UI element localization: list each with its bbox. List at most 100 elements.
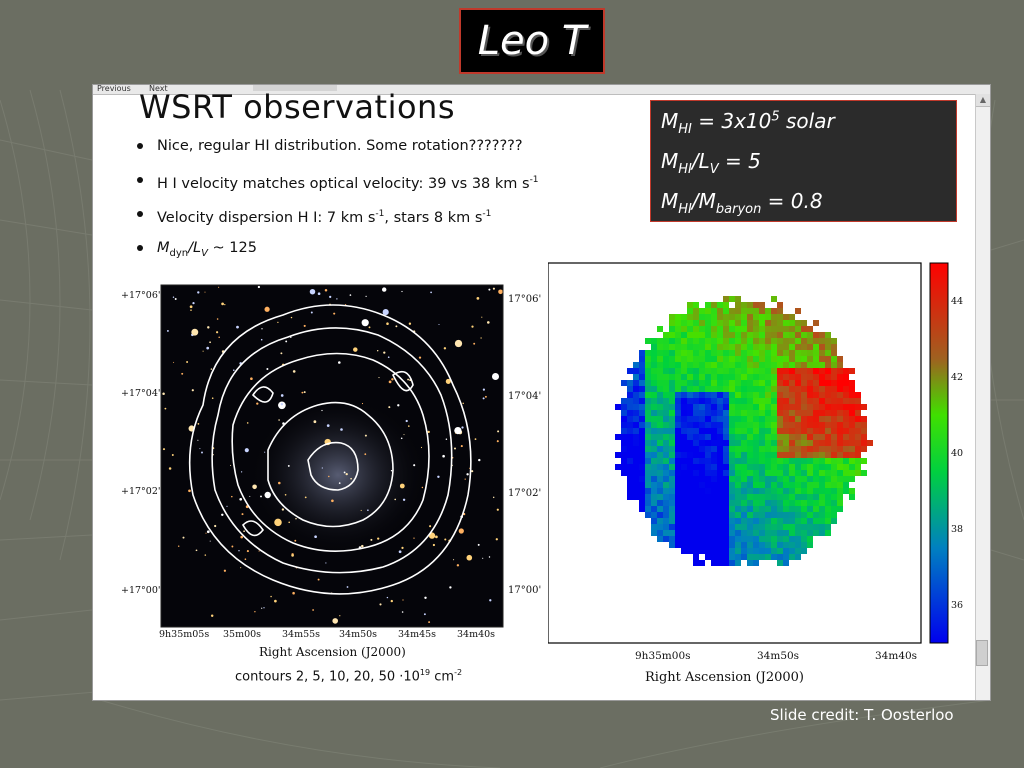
velocity-cell — [681, 374, 687, 380]
star — [408, 425, 410, 427]
scroll-up-arrow-icon[interactable]: ▲ — [976, 94, 990, 107]
velocity-cell — [819, 524, 825, 530]
velocity-cell — [837, 398, 843, 404]
velocity-cell — [819, 518, 825, 524]
velocity-cell — [813, 368, 819, 374]
vertical-scrollbar[interactable] — [975, 94, 990, 700]
toolbar-field[interactable] — [253, 85, 337, 91]
velocity-cell — [693, 512, 699, 518]
velocity-cell — [627, 368, 633, 374]
velocity-cell — [627, 452, 633, 458]
velocity-cell — [621, 422, 627, 428]
velocity-cell — [801, 410, 807, 416]
velocity-cell — [765, 344, 771, 350]
velocity-cell — [693, 464, 699, 470]
velocity-cell — [705, 404, 711, 410]
velocity-cell — [717, 368, 723, 374]
velocity-cell — [675, 398, 681, 404]
scroll-thumb[interactable] — [976, 640, 988, 666]
velocity-cell — [729, 410, 735, 416]
velocity-cell — [837, 356, 843, 362]
velocity-cell — [711, 554, 717, 560]
velocity-cell — [801, 482, 807, 488]
velocity-cell — [663, 332, 669, 338]
velocity-cell — [849, 470, 855, 476]
velocity-cell — [735, 410, 741, 416]
velocity-cell — [807, 374, 813, 380]
velocity-cell — [651, 428, 657, 434]
velocity-cell — [639, 464, 645, 470]
velocity-cell — [831, 470, 837, 476]
velocity-cell — [693, 524, 699, 530]
velocity-cell — [687, 386, 693, 392]
velocity-cell — [627, 482, 633, 488]
velocity-cell — [735, 560, 741, 566]
velocity-cell — [759, 488, 765, 494]
velocity-cell — [753, 500, 759, 506]
velocity-cell — [723, 422, 729, 428]
velocity-cell — [639, 386, 645, 392]
velocity-cell — [795, 536, 801, 542]
slide-credit: Slide credit: T. Oosterloo — [770, 706, 954, 724]
velocity-cell — [789, 338, 795, 344]
velocity-cell — [801, 494, 807, 500]
velocity-cell — [813, 488, 819, 494]
velocity-cell — [633, 428, 639, 434]
velocity-cell — [681, 452, 687, 458]
velocity-cell — [795, 440, 801, 446]
velocity-cell — [753, 416, 759, 422]
star — [317, 578, 320, 581]
velocity-cell — [675, 356, 681, 362]
velocity-cell — [765, 458, 771, 464]
velocity-cell — [639, 440, 645, 446]
velocity-cell — [777, 392, 783, 398]
velocity-cell — [807, 536, 813, 542]
velocity-cell — [645, 422, 651, 428]
velocity-cell — [861, 404, 867, 410]
next-button[interactable]: Next — [149, 84, 168, 93]
velocity-cell — [843, 380, 849, 386]
velocity-cell — [693, 428, 699, 434]
velocity-cell — [747, 338, 753, 344]
velocity-cell — [639, 410, 645, 416]
velocity-cell — [633, 434, 639, 440]
velocity-cell — [765, 320, 771, 326]
velocity-cell — [639, 458, 645, 464]
velocity-cell — [861, 470, 867, 476]
velocity-cell — [729, 350, 735, 356]
star — [244, 448, 249, 453]
velocity-cell — [837, 434, 843, 440]
velocity-cell — [765, 494, 771, 500]
velocity-cell — [651, 374, 657, 380]
velocity-cell — [753, 386, 759, 392]
velocity-cell — [807, 488, 813, 494]
star — [186, 361, 189, 363]
velocity-cell — [705, 440, 711, 446]
velocity-cell — [663, 482, 669, 488]
velocity-cell — [699, 404, 705, 410]
velocity-cell — [747, 536, 753, 542]
velocity-cell — [723, 536, 729, 542]
star — [231, 495, 233, 498]
velocity-cell — [783, 506, 789, 512]
velocity-cell — [639, 488, 645, 494]
velocity-cell — [687, 380, 693, 386]
velocity-cell — [741, 440, 747, 446]
velocity-cell — [717, 398, 723, 404]
right-ra-tick: 34m40s — [875, 650, 918, 662]
velocity-cell — [681, 422, 687, 428]
velocity-cell — [807, 506, 813, 512]
velocity-cell — [735, 422, 741, 428]
right-dec-tick: 17°06' — [508, 294, 542, 305]
star — [209, 540, 211, 542]
velocity-cell — [819, 422, 825, 428]
velocity-cell — [861, 440, 867, 446]
velocity-cell — [801, 524, 807, 530]
velocity-cell — [741, 416, 747, 422]
velocity-cell — [819, 488, 825, 494]
velocity-cell — [687, 464, 693, 470]
previous-button[interactable]: Previous — [97, 84, 131, 93]
velocity-cell — [861, 434, 867, 440]
velocity-cell — [765, 452, 771, 458]
velocity-cell — [855, 404, 861, 410]
